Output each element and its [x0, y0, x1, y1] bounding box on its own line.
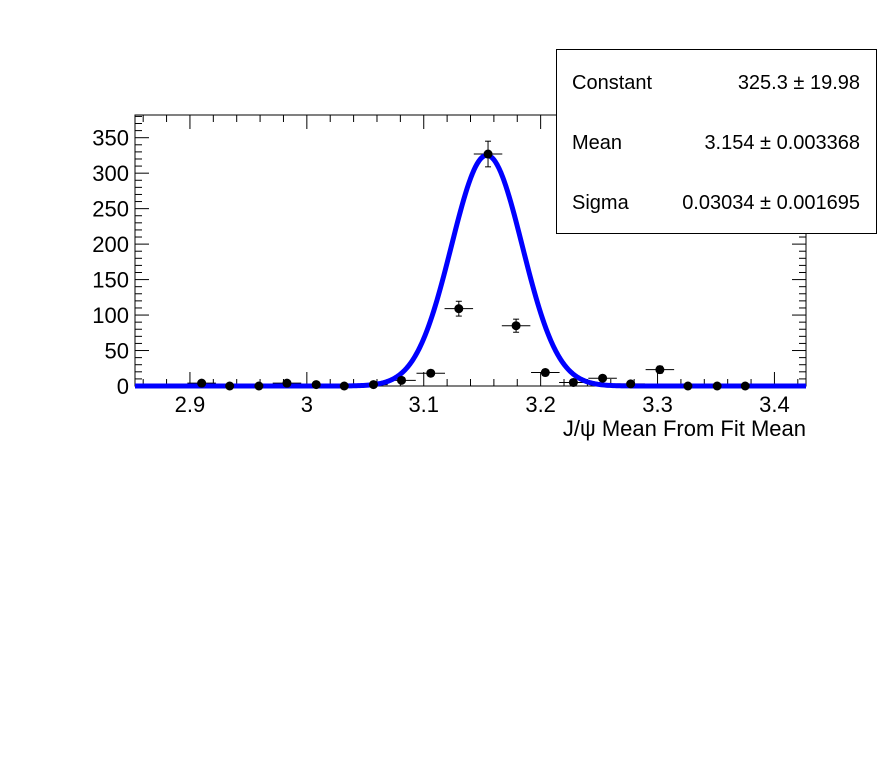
y-tick-label: 300	[92, 161, 129, 186]
data-point	[626, 379, 636, 389]
x-tick-label: 3.3	[642, 392, 673, 417]
x-tick-label: 3.2	[525, 392, 556, 417]
data-point	[368, 380, 378, 390]
data-point	[712, 381, 722, 391]
stat-name: Constant	[572, 72, 653, 94]
stat-name: Sigma	[572, 192, 629, 214]
x-axis-label: J/ψ Mean From Fit Mean	[563, 416, 806, 441]
data-point	[311, 380, 321, 390]
y-tick-label: 200	[92, 232, 129, 257]
stat-row-sigma: Sigma 0.03034 ± 0.001695	[572, 192, 860, 220]
y-tick-labels: 0 50 100 150 200 250 300 350	[92, 126, 129, 399]
data-point	[655, 365, 665, 375]
x-tick-label: 2.9	[175, 392, 206, 417]
y-tick-label: 350	[92, 126, 129, 151]
data-point	[197, 378, 207, 388]
x-tick-label: 3	[301, 392, 313, 417]
stat-value: 0.03034 ± 0.001695	[682, 192, 860, 214]
data-point	[740, 381, 750, 391]
data-point	[397, 375, 407, 385]
data-point	[540, 368, 550, 378]
stat-value: 325.3 ± 19.98	[737, 72, 860, 94]
y-tick-label: 50	[105, 339, 129, 364]
data-point	[483, 149, 493, 159]
y-tick-label: 150	[92, 268, 129, 293]
stat-name: Mean	[572, 132, 623, 154]
stat-row-mean: Mean 3.154 ± 0.003368	[572, 132, 860, 160]
fit-stats-box: Constant 325.3 ± 19.98 Mean 3.154 ± 0.00…	[556, 49, 877, 234]
y-tick-label: 0	[117, 374, 129, 399]
data-point	[339, 381, 349, 391]
data-point	[598, 373, 608, 383]
data-point	[254, 381, 264, 391]
data-point	[426, 368, 436, 378]
data-point	[511, 321, 521, 331]
stat-value: 3.154 ± 0.003368	[704, 132, 860, 154]
data-point	[454, 304, 464, 314]
data-point	[683, 381, 693, 391]
data-point	[282, 378, 292, 388]
y-tick-label: 100	[92, 303, 129, 328]
data-point	[225, 381, 235, 391]
x-tick-label: 3.1	[408, 392, 439, 417]
y-tick-label: 250	[92, 197, 129, 222]
gaussian-fit-curve	[134, 152, 807, 389]
stat-row-constant: Constant 325.3 ± 19.98	[572, 72, 860, 100]
data-points	[197, 149, 750, 391]
x-tick-labels: 2.9 3 3.1 3.2 3.3 3.4	[175, 392, 790, 417]
data-point	[568, 377, 578, 387]
x-tick-label: 3.4	[759, 392, 790, 417]
